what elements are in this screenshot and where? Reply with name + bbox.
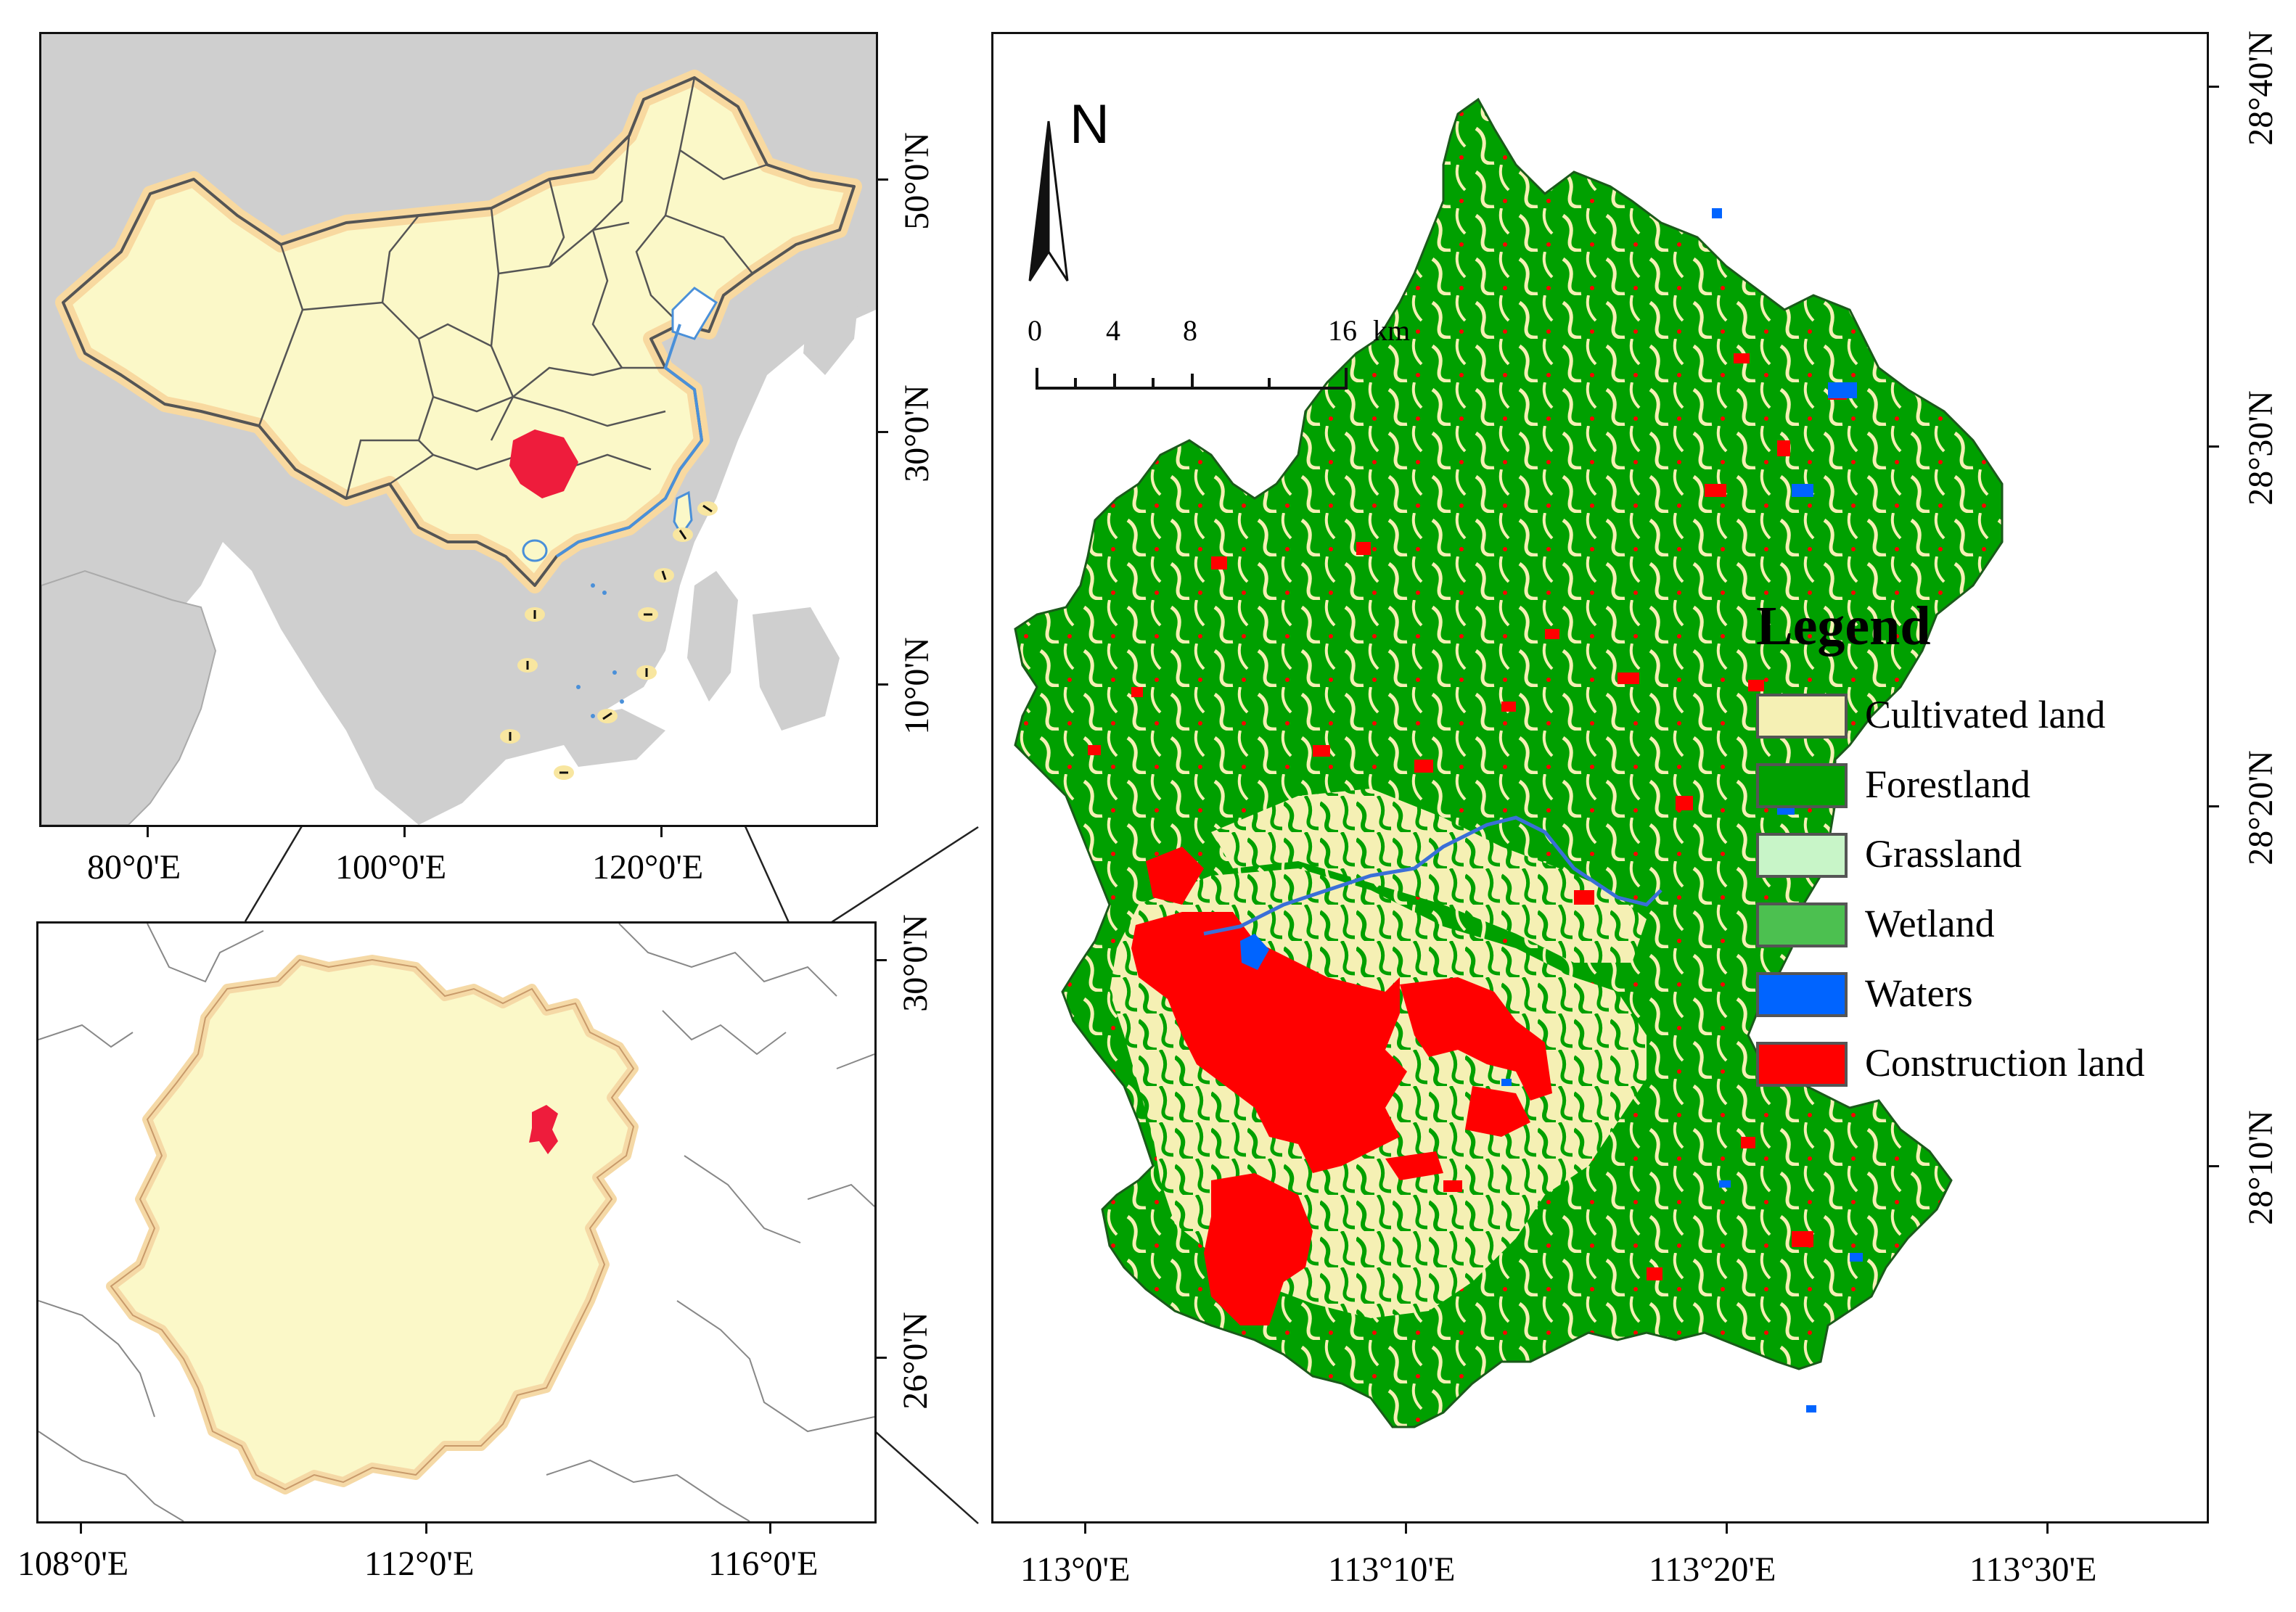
legend-swatch xyxy=(1756,694,1848,739)
north-arrow xyxy=(1028,120,1069,281)
china-lon-label: 80°0'E xyxy=(87,848,181,887)
study-lon-label: 113°0'E xyxy=(1020,1550,1131,1589)
legend-label: Forestland xyxy=(1865,762,2030,806)
legend-swatch xyxy=(1756,1042,1848,1087)
legend-label: Cultivated land xyxy=(1865,693,2106,736)
hunan-outline xyxy=(106,955,639,1494)
hunan-highlight xyxy=(509,429,578,498)
hunan-lat-label: 30°0'N xyxy=(895,914,935,1012)
china-lat-label: 30°0'N xyxy=(897,385,936,482)
study-lat-label: 28°30'N xyxy=(2241,390,2280,506)
scale-tick-label: 8 xyxy=(1183,314,1197,347)
hunan-lon-label: 116°0'E xyxy=(708,1545,819,1583)
china-lon-label: 120°0'E xyxy=(592,848,704,887)
china-lon-label: 100°0'E xyxy=(335,848,447,887)
legend-label: Grassland xyxy=(1865,832,2022,876)
legend-title: Legend xyxy=(1756,596,1931,657)
hunan-map-panel xyxy=(36,921,877,1523)
study-lat-label: 28°40'N xyxy=(2241,30,2280,146)
hunan-lon-label: 112°0'E xyxy=(364,1545,475,1583)
china-map-panel xyxy=(39,32,878,827)
legend-label: Waters xyxy=(1865,971,1973,1015)
hunan-lon-label: 108°0'E xyxy=(17,1545,129,1583)
hunan-lat-label: 26°0'N xyxy=(895,1312,935,1410)
scale-tick-label: 0 xyxy=(1028,314,1042,347)
legend-label: Wetland xyxy=(1865,902,1995,945)
legend-swatch xyxy=(1756,833,1848,878)
legend-swatch xyxy=(1756,902,1848,947)
river xyxy=(1203,815,1662,936)
scale-tick-label: 16 xyxy=(1328,314,1357,347)
legend-label: Construction land xyxy=(1865,1041,2145,1085)
land-use-map-svg xyxy=(1014,97,2004,1428)
study-lat-label: 28°20'N xyxy=(2241,750,2280,865)
study-lon-label: 113°10'E xyxy=(1328,1550,1456,1589)
construction-land-area xyxy=(1131,912,1407,1173)
scale-tick-label: 4 xyxy=(1106,314,1120,347)
scale-bar xyxy=(1036,368,1348,390)
study-area-highlight xyxy=(529,1105,558,1154)
study-lon-label: 113°30'E xyxy=(1969,1550,2097,1589)
hunan-map-svg xyxy=(38,924,874,1521)
china-lat-label: 50°0'N xyxy=(897,132,936,230)
legend-swatch xyxy=(1756,972,1848,1017)
china-map-svg xyxy=(41,34,876,825)
study-area-map-panel xyxy=(991,32,2209,1523)
study-lon-label: 113°20'E xyxy=(1649,1550,1776,1589)
china-lat-label: 10°0'N xyxy=(897,637,936,735)
north-label: N xyxy=(1070,94,1110,155)
study-lat-label: 28°10'N xyxy=(2241,1110,2280,1225)
scale-unit: km xyxy=(1373,314,1411,347)
legend-swatch xyxy=(1756,763,1848,808)
